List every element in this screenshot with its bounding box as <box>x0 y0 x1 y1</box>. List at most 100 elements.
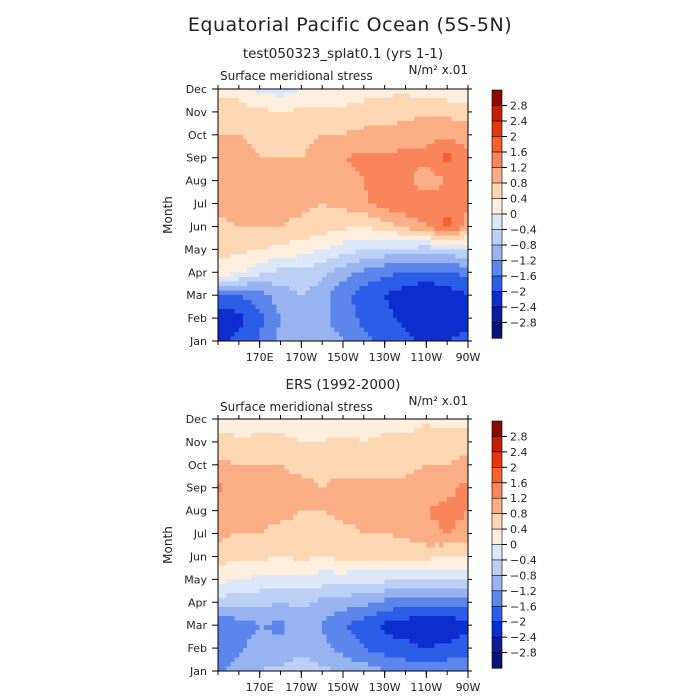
contour-cell <box>322 515 327 521</box>
contour-cell <box>384 134 390 140</box>
contour-cell <box>413 89 419 95</box>
contour-cell <box>347 446 352 452</box>
contour-cell <box>326 171 332 177</box>
contour-cell <box>330 157 336 163</box>
contour-cell <box>443 162 448 168</box>
contour-cell <box>222 506 227 512</box>
contour-cell <box>443 286 448 292</box>
contour-cell <box>280 318 286 324</box>
contour-cell <box>338 318 344 324</box>
contour-cell <box>401 208 407 214</box>
contour-cell <box>330 336 336 342</box>
contour-cell <box>251 469 257 475</box>
contour-cell <box>255 212 261 218</box>
contour-cell <box>426 492 432 498</box>
contour-cell <box>347 473 352 480</box>
contour-cell <box>222 203 227 209</box>
contour-cell <box>372 501 377 507</box>
contour-cell <box>247 496 252 503</box>
contour-cell <box>397 194 402 200</box>
contour-cell <box>451 473 457 480</box>
contour-cell <box>288 492 294 498</box>
contour-cell <box>259 130 265 136</box>
contour-cell <box>426 267 432 273</box>
contour-cell <box>288 93 294 99</box>
contour-cell <box>297 483 302 489</box>
contour-cell <box>463 519 469 525</box>
contour-cell <box>226 446 232 452</box>
contour-cell <box>405 176 411 182</box>
contour-cell <box>434 478 440 484</box>
contour-cell <box>309 157 315 163</box>
contour-cell <box>263 460 269 466</box>
contour-cell <box>355 276 361 283</box>
contour-cell <box>401 157 407 163</box>
contour-cell <box>422 244 427 250</box>
contour-cell <box>268 139 273 145</box>
contour-cell <box>455 286 461 292</box>
contour-cell <box>447 102 452 108</box>
contour-cell <box>355 111 361 118</box>
contour-cell <box>388 235 394 241</box>
contour-cell <box>222 180 227 186</box>
contour-cell <box>255 258 261 264</box>
contour-cell <box>363 189 369 195</box>
contour-cell <box>413 510 419 516</box>
contour-cell <box>347 180 352 186</box>
contour-cell <box>455 102 461 108</box>
contour-cell <box>459 510 465 516</box>
contour-cell <box>326 231 332 237</box>
contour-cell <box>313 253 319 260</box>
contour-cell <box>380 221 386 228</box>
contour-cell <box>418 93 423 99</box>
contour-cell <box>413 107 419 113</box>
contour-cell <box>318 313 323 319</box>
contour-cell <box>363 203 369 209</box>
contour-cell <box>368 519 373 525</box>
contour-cell <box>426 134 432 140</box>
contour-cell <box>238 322 244 328</box>
contour-cell <box>422 304 427 310</box>
contour-cell <box>363 327 369 333</box>
contour-cell <box>455 331 461 338</box>
contour-cell <box>409 446 415 452</box>
contour-cell <box>247 533 252 539</box>
contour-cell <box>288 446 294 452</box>
contour-cell <box>413 473 419 480</box>
contour-cell <box>376 153 382 159</box>
contour-cell <box>318 253 323 260</box>
contour-cell <box>251 432 257 438</box>
contour-cell <box>380 226 386 232</box>
contour-cell <box>259 432 265 438</box>
contour-cell <box>343 130 348 136</box>
contour-cell <box>226 194 232 200</box>
contour-cell <box>272 166 277 173</box>
contour-cell <box>226 258 232 264</box>
contour-cell <box>234 249 240 255</box>
contour-cell <box>259 331 265 338</box>
contour-cell <box>355 524 361 530</box>
contour-cell <box>401 235 407 241</box>
contour-cell <box>243 281 248 287</box>
contour-cell <box>413 143 419 150</box>
contour-cell <box>238 473 244 480</box>
contour-cell <box>218 327 223 333</box>
contour-cell <box>288 299 294 305</box>
contour-cell <box>276 515 282 521</box>
contour-cell <box>251 235 257 241</box>
contour-cell <box>343 185 348 191</box>
contour-cell <box>455 276 461 283</box>
contour-cell <box>463 286 469 292</box>
contour-cell <box>463 336 469 342</box>
contour-cell <box>418 322 423 328</box>
contour-cell <box>405 437 411 443</box>
contour-cell <box>222 524 227 530</box>
contour-cell <box>238 235 244 241</box>
contour-cell <box>397 318 402 324</box>
contour-cell <box>418 473 423 480</box>
contour-cell <box>243 111 248 118</box>
contour-cell <box>355 98 361 104</box>
contour-cell <box>247 276 252 283</box>
contour-cell <box>359 143 365 150</box>
contour-cell <box>234 98 240 104</box>
